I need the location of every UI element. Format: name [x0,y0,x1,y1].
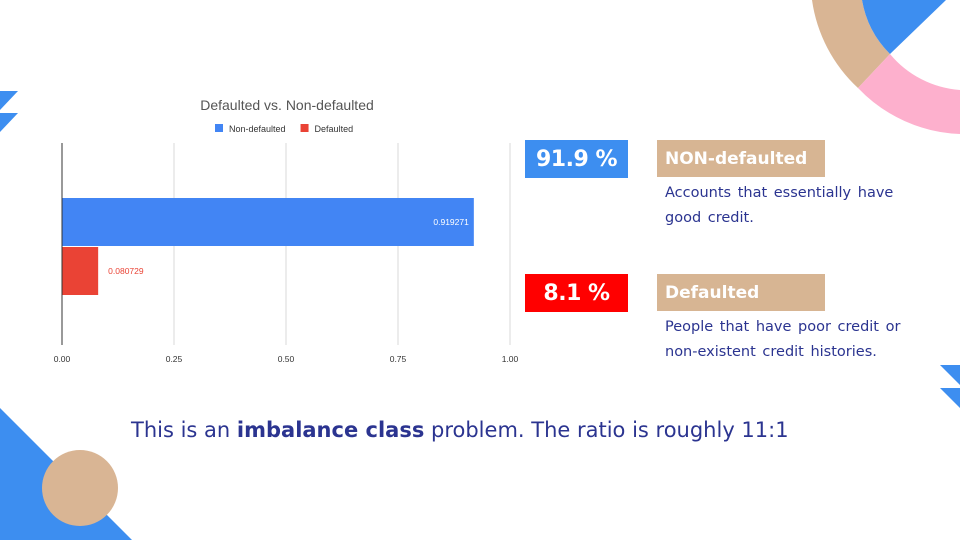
legend-label: Non-defaulted [229,124,286,134]
label-defaulted: Defaulted [657,274,825,311]
pct-non-defaulted: 91.9 % [525,140,628,178]
pct-defaulted: 8.1 % [525,274,628,312]
conclusion-bold: imbalance class [236,418,425,442]
chart-x-ticks: 0.00 0.25 0.50 0.75 1.00 [54,354,519,364]
x-tick-label: 0.75 [390,354,407,364]
bar-non-defaulted [62,198,474,246]
desc-line: good credit. [665,210,754,226]
conclusion-text: This is an imbalance class problem. The … [131,418,789,442]
chart-bars: 0.919271 0.080729 [62,198,474,295]
conclusion-part2: problem. The ratio is roughly 11:1 [424,418,789,442]
desc-line: People that have poor credit or [665,319,901,335]
desc-defaulted: People that have poor credit or non-exis… [665,315,900,365]
legend-swatch [300,124,309,132]
conclusion-part1: This is an [131,418,237,442]
label-non-defaulted: NON-defaulted [657,140,825,177]
bar-defaulted [62,247,99,295]
desc-line: Accounts that essentially have [665,185,894,201]
legend-swatch [215,124,223,132]
data-label: 0.080729 [108,266,144,276]
desc-non-defaulted: Accounts that essentially have good cred… [665,181,893,231]
chart-title: Defaulted vs. Non-defaulted [200,97,374,113]
desc-line: non-existent credit histories. [665,344,877,360]
legend-label: Defaulted [315,124,354,134]
x-tick-label: 1.00 [502,354,519,364]
x-tick-label: 0.50 [278,354,295,364]
chart-legend: Non-defaulted Defaulted [215,124,353,134]
data-label: 0.919271 [433,217,469,227]
x-tick-label: 0.25 [166,354,183,364]
x-tick-label: 0.00 [54,354,71,364]
